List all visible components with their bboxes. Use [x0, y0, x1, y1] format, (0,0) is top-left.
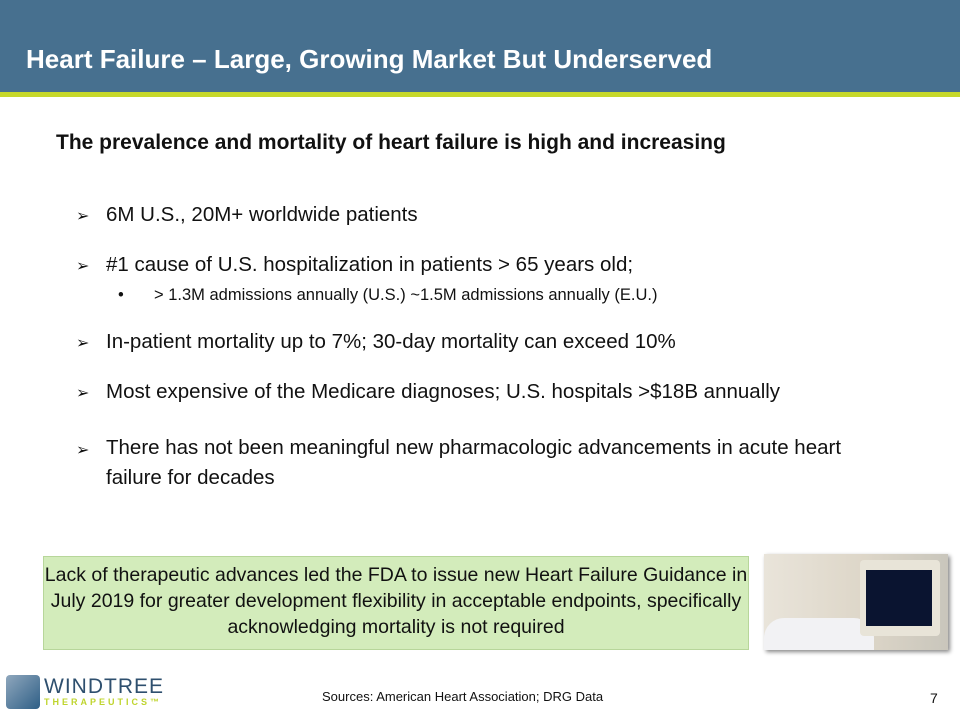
sub-bullet-text: > 1.3M admissions annually (U.S.) ~1.5M …: [154, 286, 658, 304]
page-number: 7: [930, 690, 938, 706]
arrow-bullet-icon: ➢: [76, 258, 90, 275]
arrow-bullet-icon: ➢: [76, 335, 90, 352]
bullet-item: ➢ In-patient mortality up to 7%; 30-day m…: [76, 330, 676, 354]
sub-bullet-item: • > 1.3M admissions annually (U.S.) ~1.5M…: [118, 286, 657, 305]
bullet-text: There has not been meaningful new pharma…: [106, 436, 842, 489]
bullet-text: #1 cause of U.S. hospitalization in pati…: [106, 253, 634, 276]
patient-bed: [764, 618, 874, 650]
fda-callout-box: Lack of therapeutic advances led the FDA…: [43, 556, 749, 650]
sources-note: Sources: American Heart Association; DRG…: [322, 689, 604, 704]
slide-subtitle: The prevalence and mortality of heart fa…: [56, 131, 726, 154]
hospital-monitor-photo: [764, 554, 948, 650]
arrow-bullet-icon: ➢: [76, 385, 90, 402]
vital-signs-monitor: [860, 560, 940, 636]
dot-bullet-icon: •: [118, 286, 124, 304]
bullet-text: 6M U.S., 20M+ worldwide patients: [106, 203, 418, 226]
tree-logo-icon: [6, 675, 40, 709]
bullet-item: ➢ There has not been meaningful new pharm…: [76, 433, 866, 493]
header-bar: Heart Failure – Large, Growing Market Bu…: [0, 0, 960, 92]
logo-name: WINDTREE: [44, 675, 164, 698]
arrow-bullet-icon: ➢: [76, 208, 90, 225]
bullet-text: Most expensive of the Medicare diagnoses…: [106, 380, 781, 403]
arrow-bullet-icon: ➢: [76, 442, 90, 459]
bullet-item: ➢ #1 cause of U.S. hospitalization in pat…: [76, 253, 633, 277]
logo-tagline: THERAPEUTICS™: [44, 697, 163, 707]
windtree-logo: WINDTREE THERAPEUTICS™: [6, 675, 164, 709]
header-accent-line: [0, 92, 960, 97]
slide-title: Heart Failure – Large, Growing Market Bu…: [26, 44, 713, 74]
bullet-item: ➢ 6M U.S., 20M+ worldwide patients: [76, 203, 418, 227]
bullet-item: ➢ Most expensive of the Medicare diagnose…: [76, 380, 780, 404]
bullet-text: In-patient mortality up to 7%; 30-day mo…: [106, 330, 676, 353]
